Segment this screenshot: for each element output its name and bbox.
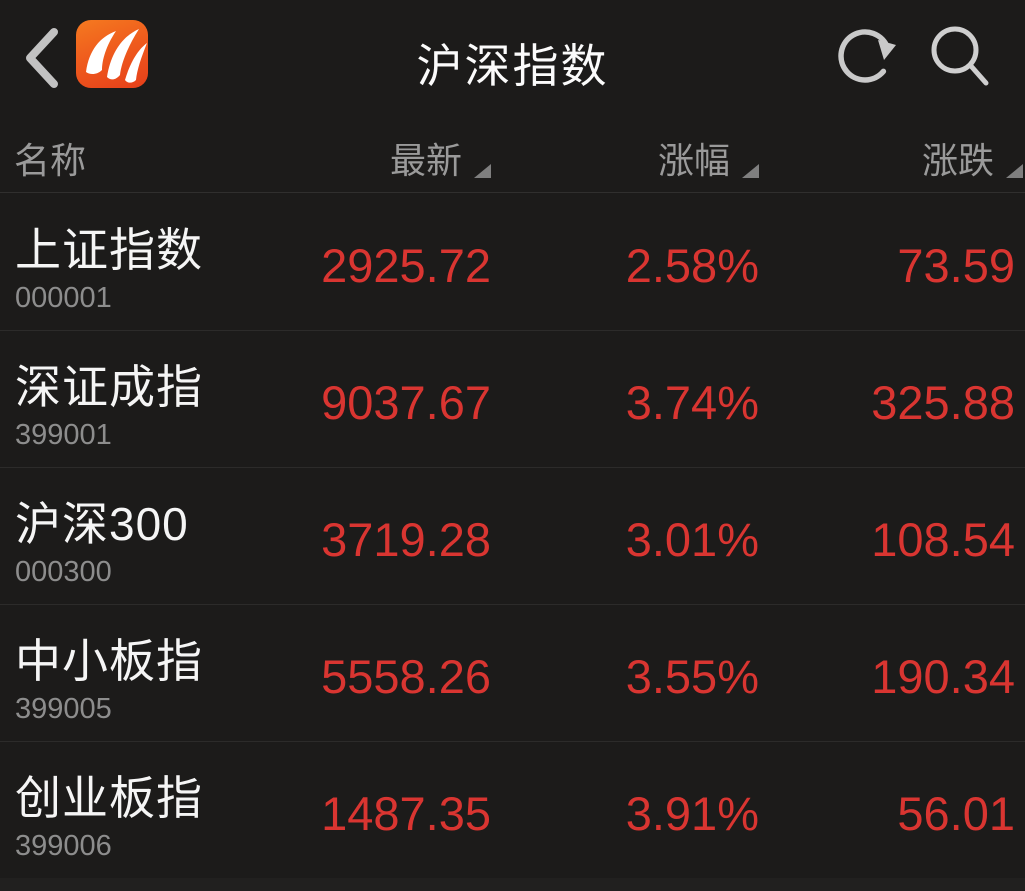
sort-triangle-icon bbox=[1006, 164, 1023, 178]
index-last-price: 5558.26 bbox=[321, 650, 491, 703]
index-code: 000300 bbox=[15, 556, 112, 588]
column-header-change-pct[interactable]: 涨幅 bbox=[658, 143, 759, 179]
index-change-amount: 108.54 bbox=[871, 513, 1015, 566]
column-header-name-label: 名称 bbox=[14, 140, 87, 181]
index-change-amount: 73.59 bbox=[897, 239, 1015, 292]
index-last-price: 9037.67 bbox=[321, 376, 491, 429]
index-code: 399005 bbox=[15, 693, 112, 725]
index-change-amount: 56.01 bbox=[897, 787, 1015, 840]
chevron-left-icon bbox=[24, 27, 60, 89]
index-name: 深证成指 bbox=[15, 361, 203, 413]
index-name: 创业板指 bbox=[15, 772, 203, 824]
column-header-last[interactable]: 最新 bbox=[390, 143, 491, 179]
refresh-button[interactable] bbox=[830, 20, 902, 92]
column-header-change-pct-label: 涨幅 bbox=[657, 140, 730, 181]
index-last-price: 1487.35 bbox=[321, 787, 491, 840]
index-last-price: 3719.28 bbox=[321, 513, 491, 566]
table-row-chinext[interactable]: 创业板指 399006 1487.35 3.91% 56.01 bbox=[0, 742, 1025, 879]
column-header-change[interactable]: 涨跌 bbox=[922, 143, 1023, 179]
index-code: 399006 bbox=[15, 830, 112, 862]
table-row-sme-index[interactable]: 中小板指 399005 5558.26 3.55% 190.34 bbox=[0, 605, 1025, 742]
sort-triangle-icon bbox=[742, 164, 759, 178]
index-change-percent: 2.58% bbox=[625, 239, 759, 292]
page-title: 沪深指数 bbox=[416, 40, 609, 92]
top-bar: 沪深指数 bbox=[0, 0, 1025, 116]
column-header-last-label: 最新 bbox=[389, 140, 462, 181]
index-change-percent: 3.55% bbox=[625, 650, 759, 703]
index-code: 000001 bbox=[15, 282, 112, 314]
index-name: 沪深300 bbox=[15, 498, 189, 550]
index-list: 上证指数 000001 2925.72 2.58% 73.59 深证成指 399… bbox=[0, 194, 1025, 879]
index-code: 399001 bbox=[15, 419, 112, 451]
back-button[interactable] bbox=[18, 20, 66, 96]
index-change-amount: 190.34 bbox=[871, 650, 1015, 703]
search-icon bbox=[930, 25, 992, 87]
next-row-partial bbox=[0, 878, 1025, 891]
sort-triangle-icon bbox=[474, 164, 491, 178]
index-name: 中小板指 bbox=[15, 635, 203, 687]
table-row-szse-component[interactable]: 深证成指 399001 9037.67 3.74% 325.88 bbox=[0, 331, 1025, 468]
index-change-percent: 3.91% bbox=[625, 787, 759, 840]
search-button[interactable] bbox=[924, 20, 998, 92]
index-change-percent: 3.74% bbox=[625, 376, 759, 429]
table-row-csi300[interactable]: 沪深300 000300 3719.28 3.01% 108.54 bbox=[0, 468, 1025, 605]
index-change-amount: 325.88 bbox=[871, 376, 1015, 429]
column-header-name: 名称 bbox=[14, 143, 86, 179]
index-name: 上证指数 bbox=[15, 224, 203, 276]
table-row-sse-composite[interactable]: 上证指数 000001 2925.72 2.58% 73.59 bbox=[0, 194, 1025, 331]
index-last-price: 2925.72 bbox=[321, 239, 491, 292]
table-header-row: 名称 最新 涨幅 涨跌 bbox=[0, 116, 1025, 193]
refresh-icon bbox=[834, 25, 898, 87]
eastmoney-logo-icon bbox=[76, 20, 148, 88]
index-change-percent: 3.01% bbox=[625, 513, 759, 566]
column-header-change-label: 涨跌 bbox=[921, 140, 994, 181]
